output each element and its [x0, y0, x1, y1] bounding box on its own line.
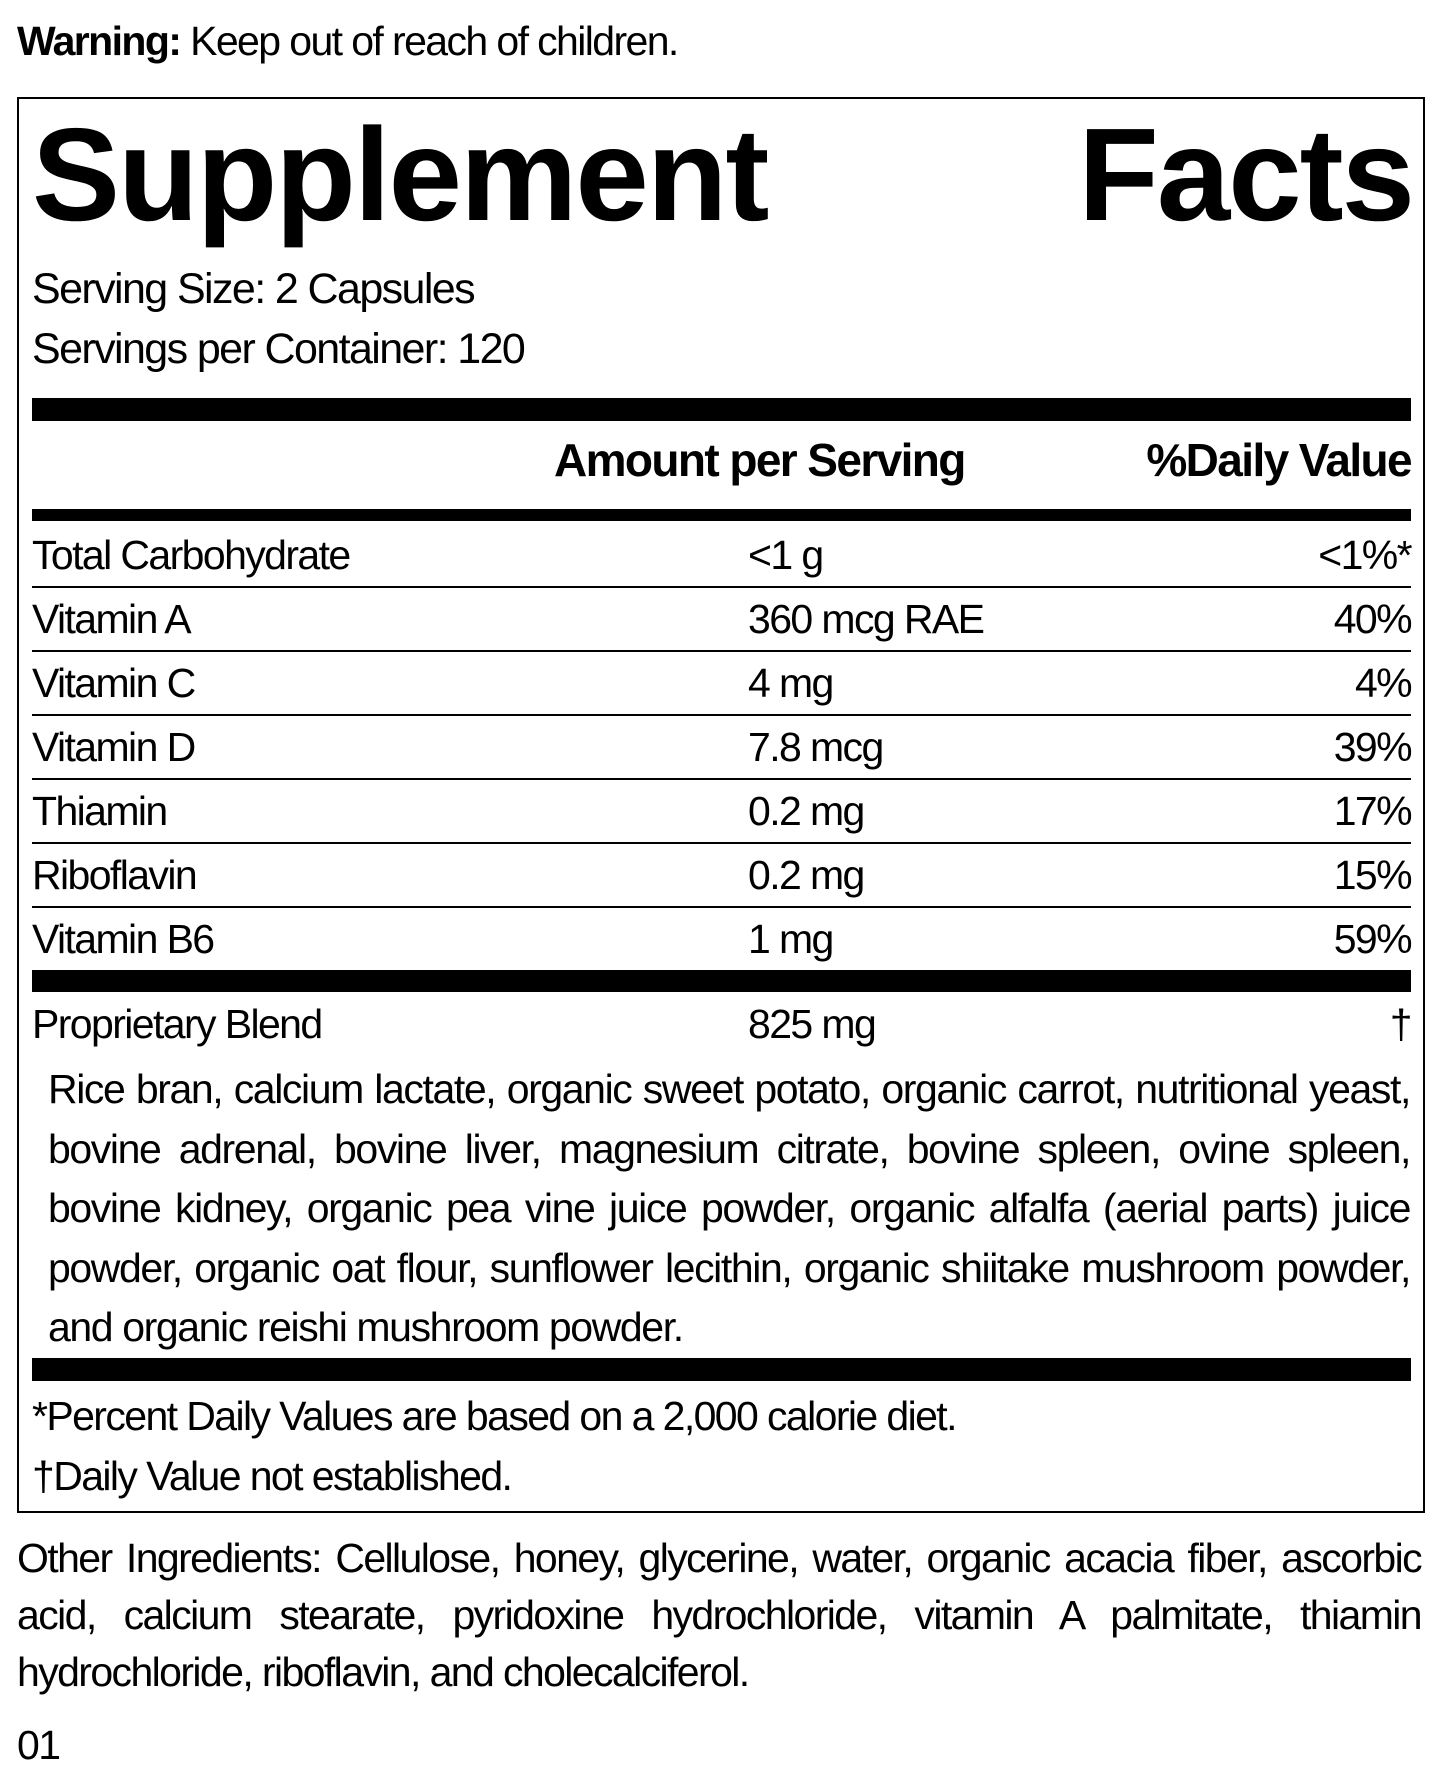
row-dv: 59%: [1333, 916, 1413, 962]
thick-divider: [32, 398, 1411, 421]
row-amount: 7.8 mcg: [748, 724, 884, 770]
warning-text: Keep out of reach of children.: [180, 18, 679, 64]
row-amount: 0.2 mg: [748, 852, 865, 898]
row-divider: [32, 906, 1411, 908]
row-amount: <1 g: [748, 532, 824, 578]
header-daily-value: %Daily Value: [1146, 434, 1412, 486]
row-name: Riboflavin: [32, 852, 198, 898]
row-name: Vitamin C: [32, 660, 196, 706]
blend-dv: †: [1389, 1001, 1413, 1047]
footnote: *Percent Daily Values are based on a 2,0…: [32, 1393, 957, 1439]
row-dv: 40%: [1333, 596, 1413, 642]
thick-divider: [32, 970, 1411, 992]
thick-divider: [32, 1358, 1411, 1381]
other-ingredients: Other Ingredients: Cellulose, honey, gly…: [17, 1535, 1423, 1695]
title-word-1: Supplement: [32, 101, 769, 248]
warning-label: Warning:: [17, 18, 182, 64]
row-divider: [32, 586, 1411, 588]
row-dv: 15%: [1333, 852, 1413, 898]
row-divider: [32, 714, 1411, 716]
row-dv: 17%: [1333, 788, 1413, 834]
row-amount: 4 mg: [748, 660, 834, 706]
row-name: Vitamin D: [32, 724, 196, 770]
blend-name: Proprietary Blend: [32, 1001, 323, 1047]
row-dv: 39%: [1333, 724, 1413, 770]
row-name: Vitamin A: [32, 596, 192, 642]
row-dv: 4%: [1354, 660, 1413, 706]
warning: Warning: Keep out of reach of children.: [17, 18, 679, 64]
row-name: Vitamin B6: [32, 916, 215, 962]
blend-amount: 825 mg: [748, 1001, 877, 1047]
row-amount: 1 mg: [748, 916, 834, 962]
row-amount: 360 mcg RAE: [748, 596, 985, 642]
title-word-2: Facts: [1078, 101, 1415, 248]
footnote: †Daily Value not established.: [32, 1453, 513, 1499]
header-amount: Amount per Serving: [554, 434, 966, 486]
servings-per-container: Servings per Container: 120: [32, 325, 526, 373]
row-name: Thiamin: [32, 788, 168, 834]
row-divider: [32, 842, 1411, 844]
medium-divider: [32, 509, 1411, 521]
row-divider: [32, 650, 1411, 652]
supplement-facts-panel: [17, 97, 1425, 1513]
serving-size: Serving Size: 2 Capsules: [32, 265, 476, 313]
code: 01: [17, 1722, 61, 1768]
row-dv: <1%*: [1318, 532, 1412, 578]
blend-ingredients: Rice bran, calcium lactate, organic swee…: [48, 1066, 1411, 1350]
row-divider: [32, 778, 1411, 780]
row-amount: 0.2 mg: [748, 788, 865, 834]
row-name: Total Carbohydrate: [32, 532, 351, 578]
panel-title: Supplement Facts: [32, 101, 1415, 248]
